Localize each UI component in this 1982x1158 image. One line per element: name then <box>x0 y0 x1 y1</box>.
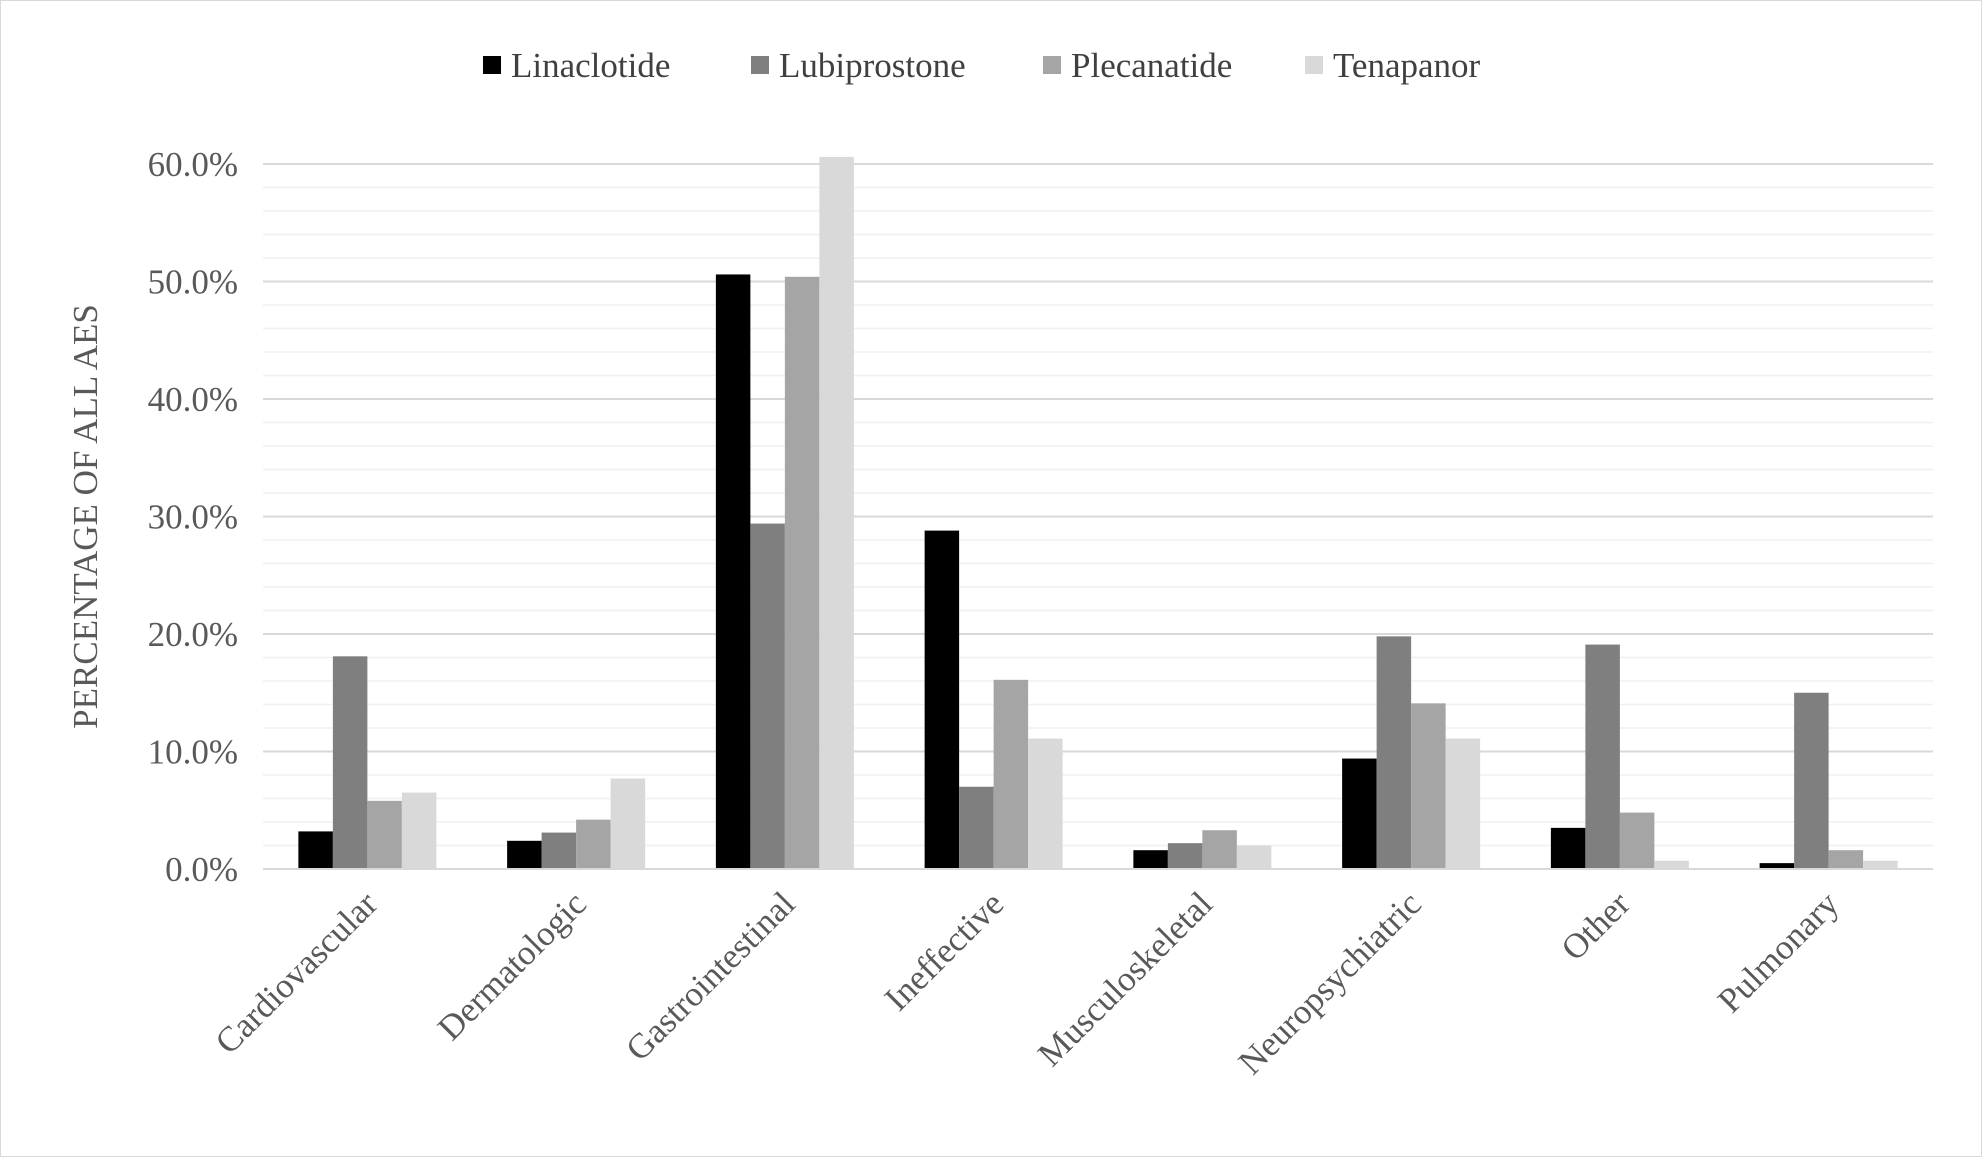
bar-plecanatide-cardiovascular <box>367 800 402 869</box>
x-category-label: Cardiovascular <box>208 884 386 1062</box>
bar-linaclotide-cardiovascular <box>298 831 333 869</box>
bar-linaclotide-musculoskeletal <box>1133 850 1168 869</box>
y-tick-label: 10.0% <box>148 733 238 772</box>
y-tick-label: 40.0% <box>148 380 238 419</box>
bar-tenapanor-ineffective <box>1028 738 1063 869</box>
y-tick-label: 30.0% <box>148 498 238 537</box>
legend-swatch <box>1305 56 1323 74</box>
x-axis-categories: Cardiovascular Dermatologic Gastrointestin… <box>208 884 1847 1082</box>
legend-item-linaclotide: Linaclotide <box>483 46 670 85</box>
bar-plecanatide-pulmonary <box>1828 850 1864 869</box>
bar-tenapanor-other <box>1654 860 1689 869</box>
legend-item-lubiprostone: Lubiprostone <box>751 46 966 85</box>
legend-swatch <box>483 56 501 74</box>
bar-tenapanor-musculoskeletal <box>1236 845 1272 869</box>
bar-tenapanor-cardiovascular <box>401 792 437 869</box>
bar-linaclotide-other <box>1550 827 1586 869</box>
bar-lubiprostone-gastrointestinal <box>750 523 785 869</box>
gridlines <box>263 163 1933 847</box>
bar-lubiprostone-cardiovascular <box>332 656 368 869</box>
bar-plecanatide-ineffective <box>993 679 1029 869</box>
bar-lubiprostone-dermatologic <box>541 832 577 869</box>
bar-linaclotide-gastrointestinal <box>715 274 751 869</box>
bar-tenapanor-dermatologic <box>610 778 646 869</box>
bars <box>298 156 1898 869</box>
bar-lubiprostone-pulmonary <box>1794 692 1829 869</box>
bar-linaclotide-pulmonary <box>1759 863 1795 869</box>
y-tick-label: 20.0% <box>148 615 238 654</box>
legend-item-plecanatide: Plecanatide <box>1043 46 1232 85</box>
legend-label: Lubiprostone <box>779 46 966 85</box>
y-tick-label: 60.0% <box>148 145 238 184</box>
bar-plecanatide-neuropsychiatric <box>1411 703 1446 869</box>
bar-plecanatide-gastrointestinal <box>784 276 820 869</box>
bar-lubiprostone-other <box>1585 644 1620 869</box>
y-tick-label: 50.0% <box>148 263 238 302</box>
bar-plecanatide-dermatologic <box>576 819 611 869</box>
x-category-label: Gastrointestinal <box>618 884 802 1068</box>
legend-item-tenapanor: Tenapanor <box>1305 46 1481 85</box>
x-category-label: Ineffective <box>877 884 1011 1018</box>
x-category-label: Dermatologic <box>430 884 594 1048</box>
legend-swatch <box>751 56 769 74</box>
x-category-label: Pulmonary <box>1710 884 1847 1021</box>
bar-tenapanor-gastrointestinal <box>819 156 854 869</box>
legend: Linaclotide Lubiprostone Plecanatide Tenapa… <box>483 46 1481 85</box>
bar-lubiprostone-ineffective <box>959 786 994 869</box>
y-axis-title: PERCENTAGE OF ALL AES <box>66 304 105 729</box>
bar-linaclotide-neuropsychiatric <box>1342 758 1377 869</box>
y-tick-label: 0.0% <box>165 850 238 889</box>
bar-tenapanor-pulmonary <box>1863 860 1898 869</box>
legend-label: Linaclotide <box>511 46 670 85</box>
legend-swatch <box>1043 56 1061 74</box>
x-category-label: Other <box>1554 884 1638 968</box>
bar-linaclotide-ineffective <box>924 530 960 869</box>
legend-label: Tenapanor <box>1333 46 1481 85</box>
bar-linaclotide-dermatologic <box>507 840 542 869</box>
bar-tenapanor-neuropsychiatric <box>1445 738 1481 869</box>
bar-lubiprostone-neuropsychiatric <box>1376 636 1412 869</box>
bar-lubiprostone-musculoskeletal <box>1167 843 1203 869</box>
x-category-label: Musculoskeletal <box>1030 884 1220 1074</box>
legend-label: Plecanatide <box>1071 46 1232 85</box>
x-category-label: Neuropsychiatric <box>1231 884 1429 1082</box>
bar-plecanatide-musculoskeletal <box>1202 830 1237 869</box>
bar-plecanatide-other <box>1619 812 1655 869</box>
y-axis-ticks: 0.0% 10.0% 20.0% 30.0% 40.0% 50.0% 60.0% <box>148 145 238 889</box>
